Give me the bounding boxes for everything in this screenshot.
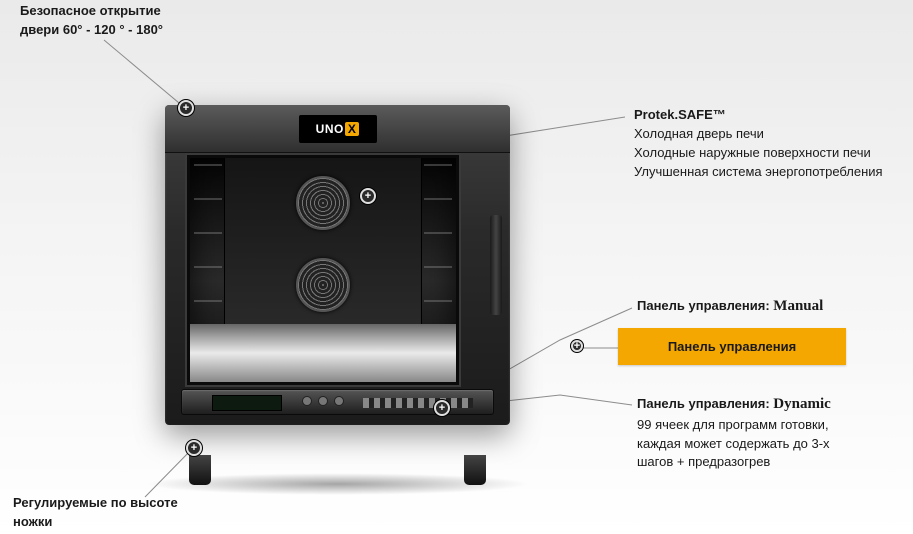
panel-prefix: Панель управления: [637,396,773,411]
hotspot-panel[interactable] [434,400,450,416]
callout-line: Улучшенная система энергопотребления [634,163,883,182]
panel-prefix: Панель управления: [637,298,773,313]
control-knobs [302,396,344,406]
panel-word: Manual [773,298,823,314]
hotspot-door[interactable] [178,100,194,116]
callout-protek: Protek.SAFE™ Холодная дверь печи Холодны… [634,106,883,181]
hotspot-feet[interactable] [186,440,202,456]
oven-body: UNOX [165,105,510,425]
callout-line: Холодная дверь печи [634,125,883,144]
door-handle [490,215,502,315]
fan-icon [296,176,350,230]
cta-button[interactable]: Панель управления [618,328,846,365]
brand-logo: UNOX [299,115,377,143]
oven-foot [189,455,211,485]
oven-foot [464,455,486,485]
callout-title: Безопасное открытие [20,2,163,21]
panel-word: Dynamic [773,396,831,412]
oven-product-image: UNOX [165,105,510,455]
fan-icon [296,258,350,312]
callout-line: каждая может содержать до 3-х [637,435,831,454]
callout-line: шагов + предразогрев [637,453,831,472]
callout-panel-manual: Панель управления: Manual [637,296,823,318]
logo-x: X [345,122,360,136]
callout-line: двери 60° - 120 ° - 180° [20,21,163,40]
logo-text: UNO [316,122,344,136]
callout-door-open: Безопасное открытие двери 60° - 120 ° - … [20,2,163,40]
callout-line: Холодные наружные поверхности печи [634,144,883,163]
cta-label: Панель управления [668,339,796,354]
callout-panel-dynamic: Панель управления: Dynamic 99 ячеек для … [637,394,831,472]
control-buttons [363,398,473,408]
callout-title: Регулируемые по высоте [13,494,178,513]
oven-interior [224,158,422,338]
lcd-display [212,395,282,411]
callout-title: Protek.SAFE™ [634,106,883,125]
hotspot-cta[interactable] [571,340,583,352]
callout-feet: Регулируемые по высоте ножки [13,494,178,532]
oven-floor [190,324,456,382]
oven-window [187,155,459,385]
callout-line: 99 ячеек для программ готовки, [637,416,831,435]
callout-line: ножки [13,513,178,532]
hotspot-protek[interactable] [360,188,376,204]
